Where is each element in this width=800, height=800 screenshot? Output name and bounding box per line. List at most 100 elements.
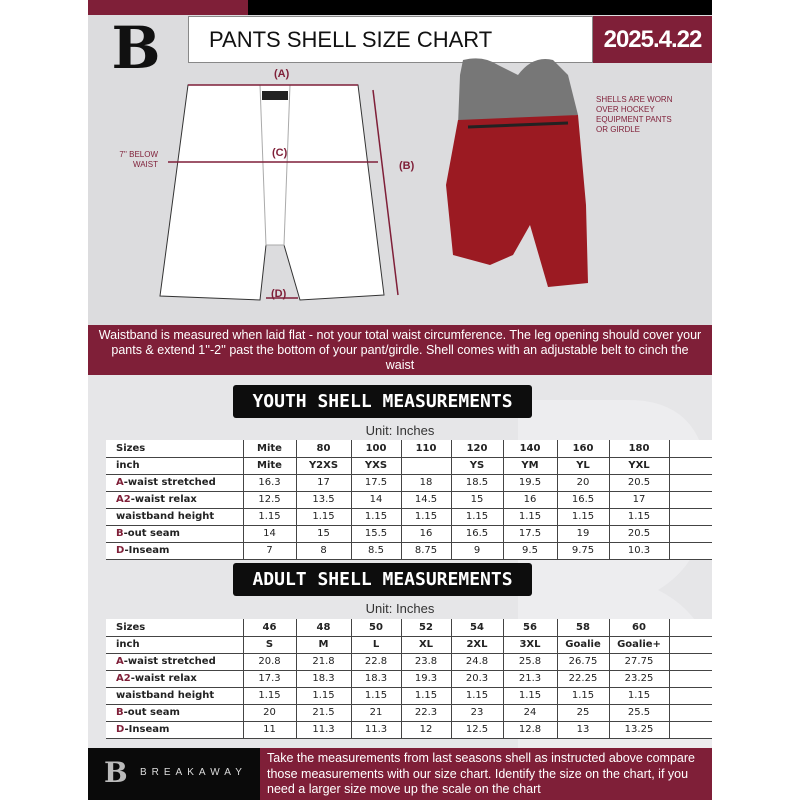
table-cell: 18.5 bbox=[450, 474, 503, 492]
table-cell: 8 bbox=[295, 542, 351, 560]
table-cell: 25.8 bbox=[502, 653, 557, 671]
row-end bbox=[668, 457, 712, 475]
table-cell: 54 bbox=[450, 619, 503, 637]
row-label: A-waist stretched bbox=[106, 653, 243, 671]
row-label: B-out seam bbox=[106, 525, 243, 543]
table-cell: 12.5 bbox=[450, 721, 503, 739]
row-end bbox=[668, 670, 712, 688]
youth-unit: Unit: Inches bbox=[365, 423, 435, 438]
table-row: A2-waist relax 17.3 18.3 18.3 19.3 20.3 21.3 22… bbox=[88, 670, 712, 688]
table-cell: 9 bbox=[450, 542, 503, 560]
table-cell: 1.15 bbox=[450, 508, 503, 526]
row-margin bbox=[88, 440, 106, 457]
pants-diagram bbox=[159, 84, 399, 301]
table-cell: Y2XS bbox=[295, 457, 351, 475]
row-label-text: Sizes bbox=[116, 621, 146, 633]
table-row: Sizes 46 48 50 52 54 56 58 60 bbox=[88, 619, 712, 637]
page-title: PANTS SHELL SIZE CHART bbox=[188, 16, 593, 63]
table-row: B-out seam 20 21.5 21 22.3 23 24 25 25.5 bbox=[88, 704, 712, 722]
table-cell: 17.3 bbox=[242, 670, 296, 688]
table-cell: 7 bbox=[242, 542, 296, 560]
table-cell: 11.3 bbox=[350, 721, 401, 739]
table-cell: 1.15 bbox=[502, 508, 557, 526]
table-cell: 19.3 bbox=[400, 670, 451, 688]
table-cell: 8.75 bbox=[400, 542, 451, 560]
row-margin bbox=[88, 636, 106, 653]
table-cell: 120 bbox=[450, 440, 503, 458]
shell-note: SHELLS ARE WORN OVER HOCKEY EQUIPMENT PA… bbox=[596, 95, 673, 134]
table-cell: 20.3 bbox=[450, 670, 503, 688]
row-label-text: -out seam bbox=[123, 528, 180, 539]
footer-brand-block: B BREAKAWAY bbox=[88, 748, 260, 800]
row-margin bbox=[88, 670, 106, 687]
label-b: (B) bbox=[399, 160, 415, 172]
row-label: waistband height bbox=[106, 687, 243, 705]
table-cell: 18.3 bbox=[350, 670, 401, 688]
table-cell: 11.3 bbox=[295, 721, 351, 739]
row-margin bbox=[88, 508, 106, 525]
table-cell: 1.15 bbox=[450, 687, 503, 705]
table-cell: 22.8 bbox=[350, 653, 401, 671]
table-row: waistband height 1.15 1.15 1.15 1.15 1.15 1.15… bbox=[88, 508, 712, 526]
row-label: D-Inseam bbox=[106, 721, 243, 739]
table-cell: 14 bbox=[242, 525, 296, 543]
row-label-text: waistband height bbox=[116, 511, 215, 522]
row-label-text: -waist relax bbox=[130, 673, 197, 684]
footer-instructions: Take the measurements from last seasons … bbox=[260, 748, 712, 800]
row-margin bbox=[88, 619, 106, 636]
table-row: D-Inseam 7 8 8.5 8.75 9 9.5 9.75 10.3 bbox=[88, 542, 712, 560]
table-cell: 16.5 bbox=[450, 525, 503, 543]
table-cell: 21.5 bbox=[295, 704, 351, 722]
table-cell: L bbox=[350, 636, 401, 654]
table-cell: 16.3 bbox=[242, 474, 296, 492]
table-cell: 16 bbox=[502, 491, 557, 509]
row-end bbox=[668, 440, 712, 458]
row-label: waistband height bbox=[106, 508, 243, 526]
row-margin bbox=[88, 491, 106, 508]
table-cell: 1.15 bbox=[295, 687, 351, 705]
row-end bbox=[668, 653, 712, 671]
table-cell: 12.5 bbox=[242, 491, 296, 509]
table-cell: 9.5 bbox=[502, 542, 557, 560]
table-cell: 1.15 bbox=[400, 687, 451, 705]
table-cell: S bbox=[242, 636, 296, 654]
label-c: (C) bbox=[272, 147, 288, 159]
table-cell: Mite bbox=[242, 457, 296, 475]
table-cell: 1.15 bbox=[242, 687, 296, 705]
table-cell: 1.15 bbox=[350, 687, 401, 705]
measure-marker: A2 bbox=[116, 494, 131, 505]
table-cell: 1.15 bbox=[502, 687, 557, 705]
table-cell: YM bbox=[502, 457, 557, 475]
table-cell: 12.8 bbox=[502, 721, 557, 739]
table-cell: M bbox=[295, 636, 351, 654]
measure-marker: B bbox=[116, 707, 124, 718]
row-label-text: -Inseam bbox=[124, 724, 170, 735]
row-end bbox=[668, 704, 712, 722]
table-cell: 3XL bbox=[502, 636, 557, 654]
row-label-text: -out seam bbox=[123, 707, 180, 718]
row-label: D-Inseam bbox=[106, 542, 243, 560]
adult-heading: ADULT SHELL MEASUREMENTS bbox=[233, 563, 532, 596]
row-end bbox=[668, 721, 712, 739]
table-cell: 19 bbox=[556, 525, 609, 543]
table-cell: 18.3 bbox=[295, 670, 351, 688]
table-cell: 1.15 bbox=[556, 508, 609, 526]
measure-marker: A bbox=[116, 656, 124, 667]
row-end bbox=[668, 508, 712, 526]
row-label-text: Sizes bbox=[116, 442, 146, 454]
top-bar-accent bbox=[88, 0, 248, 15]
table-row: inch Mite Y2XS YXS YS YM YL YXL bbox=[88, 457, 712, 475]
table-cell: 13 bbox=[556, 721, 609, 739]
measure-marker: D bbox=[116, 545, 125, 556]
adult-unit: Unit: Inches bbox=[365, 601, 435, 616]
table-cell: 21.3 bbox=[502, 670, 557, 688]
row-label-text: -waist stretched bbox=[123, 477, 216, 488]
top-bar bbox=[248, 0, 712, 15]
table-cell: 1.15 bbox=[556, 687, 609, 705]
table-cell: YXS bbox=[350, 457, 401, 475]
table-row: waistband height 1.15 1.15 1.15 1.15 1.15 1.15… bbox=[88, 687, 712, 705]
table-cell: 20 bbox=[242, 704, 296, 722]
table-cell: 17 bbox=[295, 474, 351, 492]
row-end bbox=[668, 687, 712, 705]
table-cell: 23.8 bbox=[400, 653, 451, 671]
